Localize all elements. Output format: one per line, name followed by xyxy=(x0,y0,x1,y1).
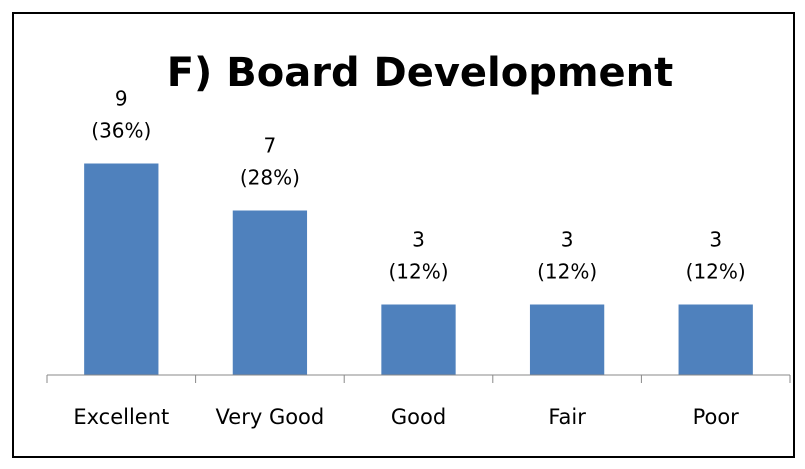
x-tick-label: Good xyxy=(391,405,446,429)
bar xyxy=(678,304,753,375)
bar xyxy=(84,163,159,375)
bar xyxy=(529,304,605,375)
x-tick-label: Fair xyxy=(548,405,586,429)
data-label: 3 (12%) xyxy=(686,227,746,283)
x-tick-label: Poor xyxy=(693,405,740,429)
x-tick-label: Very Good xyxy=(216,405,325,429)
data-label: 9 (36%) xyxy=(91,86,151,142)
data-label: 3 (12%) xyxy=(388,227,448,283)
bar xyxy=(232,210,308,375)
data-label: 3 (12%) xyxy=(537,227,597,283)
chart-title: F) Board Development xyxy=(167,50,674,96)
x-tick-label: Excellent xyxy=(73,405,169,429)
bar xyxy=(381,304,456,375)
data-label: 7 (28%) xyxy=(240,133,300,189)
